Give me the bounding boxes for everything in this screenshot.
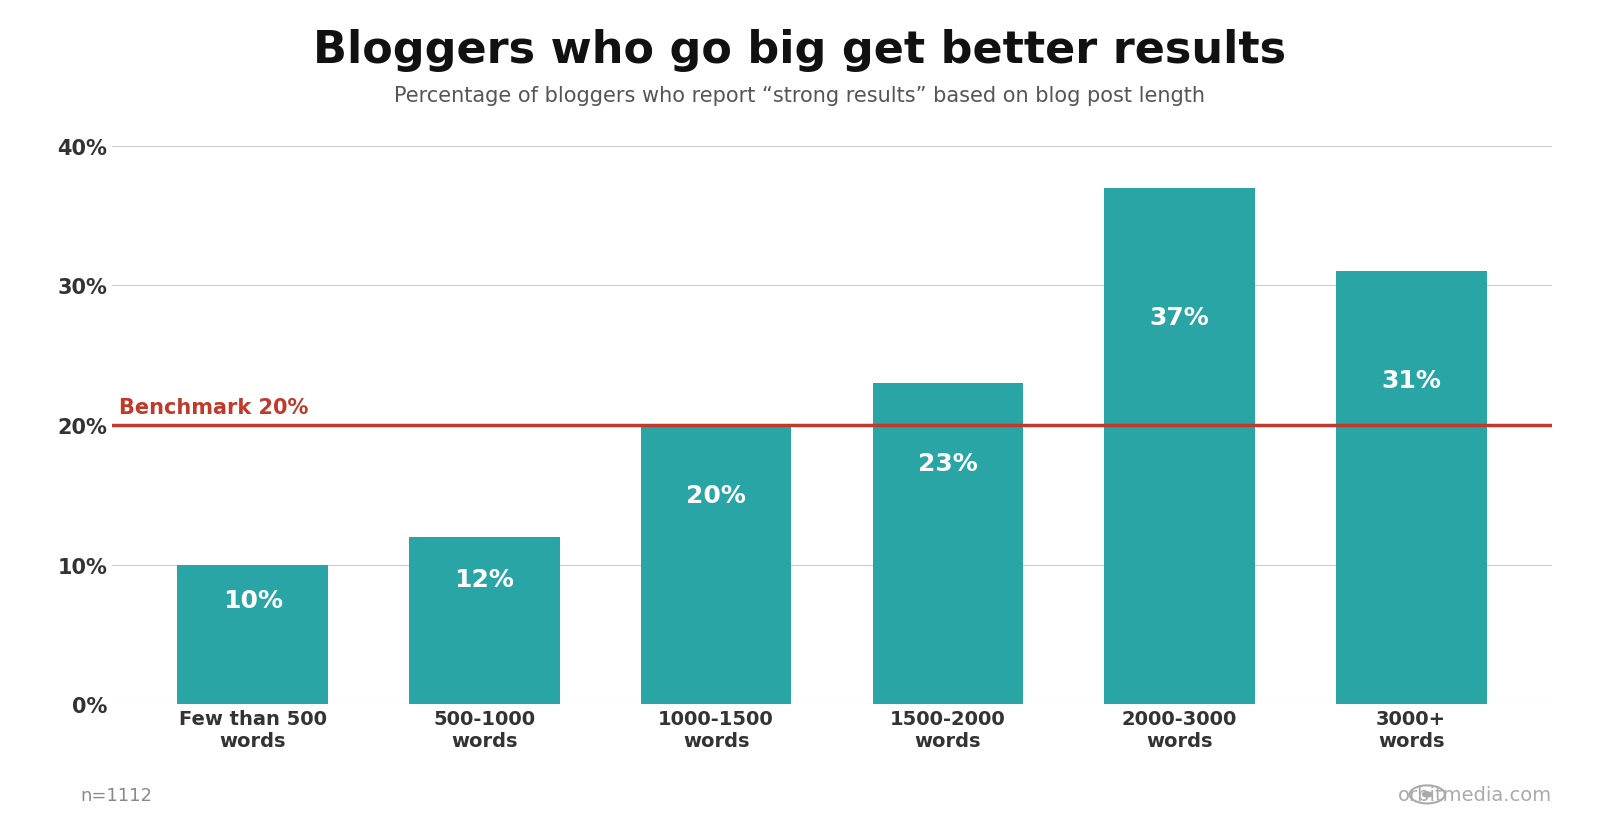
Bar (872, 383, 1022, 704)
Text: 23%: 23% (918, 452, 978, 476)
Bar (642, 426, 792, 704)
Text: n=1112: n=1112 (80, 786, 152, 804)
Text: 31%: 31% (1381, 369, 1442, 392)
Text: orbitmedia.com: orbitmedia.com (1398, 785, 1552, 804)
Bar (178, 565, 328, 704)
Text: 20%: 20% (686, 483, 746, 507)
Bar (410, 537, 560, 704)
Text: 10%: 10% (222, 588, 283, 612)
Text: Percentage of bloggers who report “strong results” based on blog post length: Percentage of bloggers who report “stron… (395, 86, 1205, 106)
Bar (1104, 188, 1254, 704)
Bar (1336, 272, 1486, 704)
Text: Benchmark 20%: Benchmark 20% (120, 397, 309, 417)
Text: 37%: 37% (1150, 305, 1210, 329)
Text: Bloggers who go big get better results: Bloggers who go big get better results (314, 29, 1286, 71)
Text: 12%: 12% (454, 567, 514, 590)
